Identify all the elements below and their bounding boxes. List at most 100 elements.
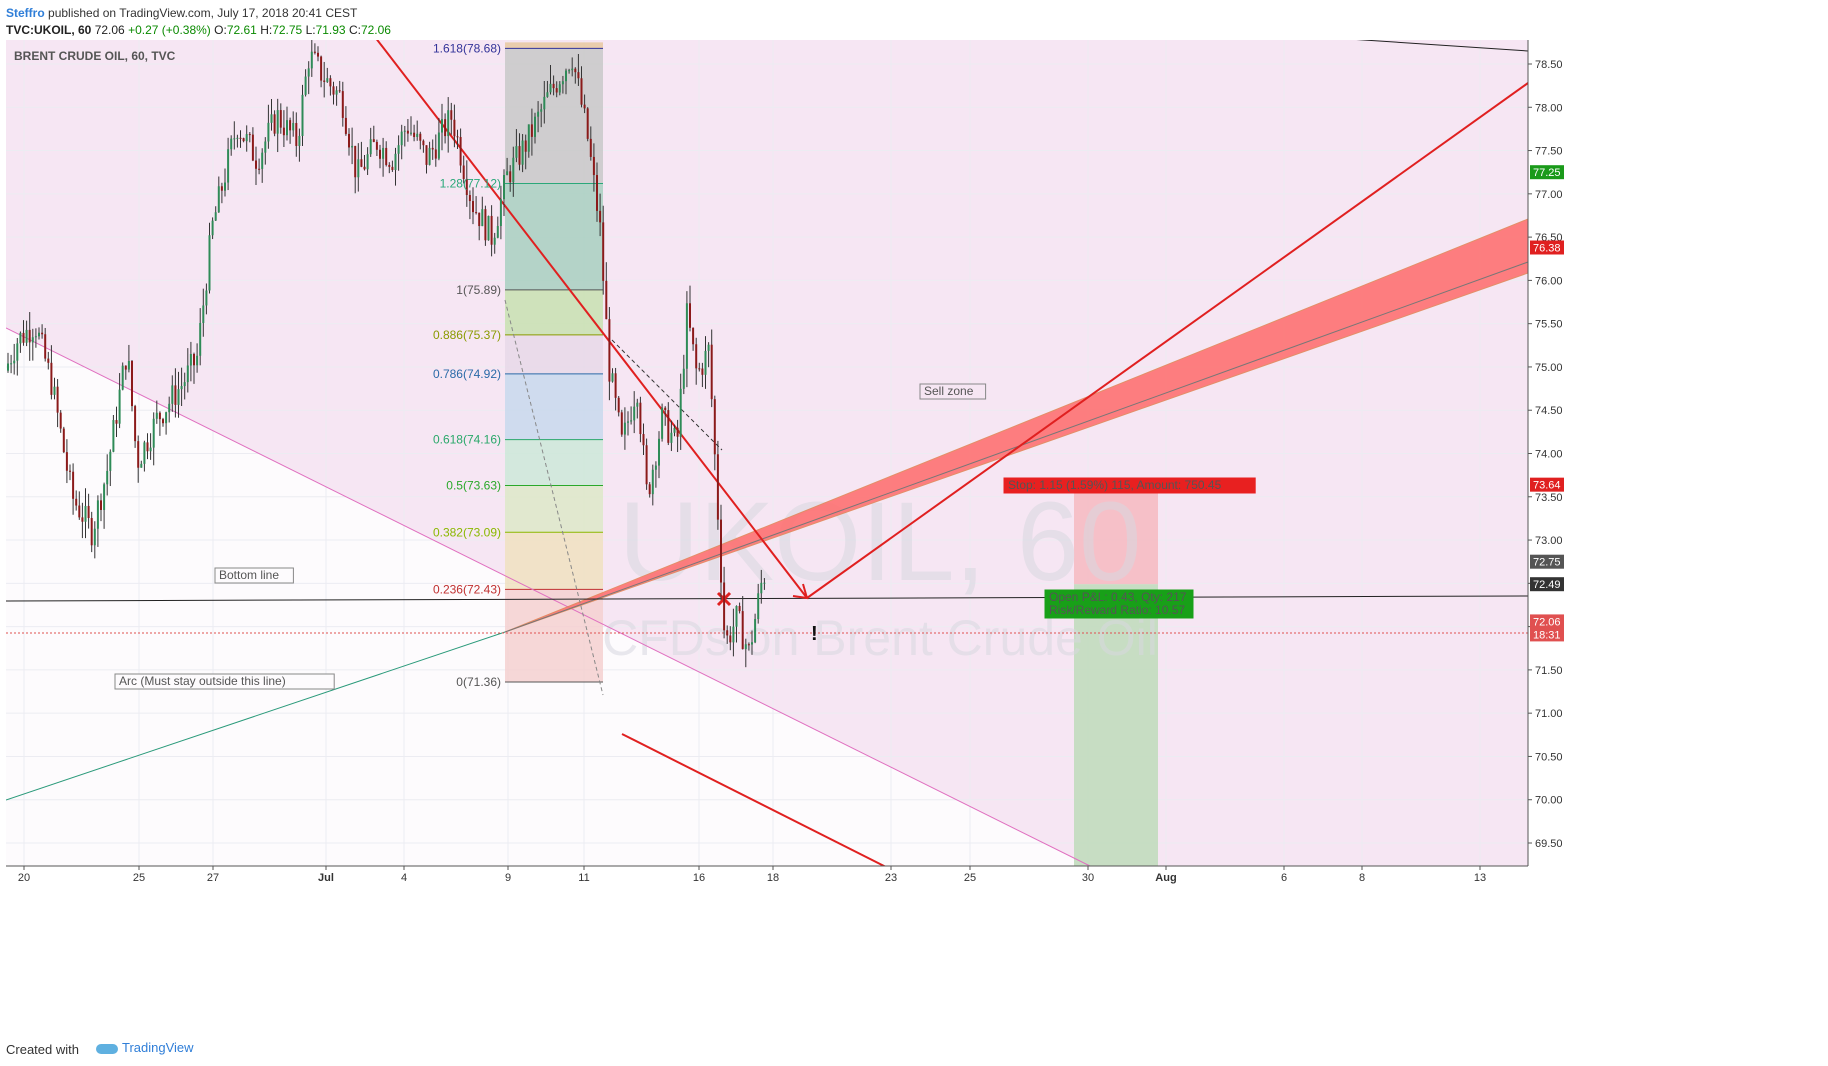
- high-label: H:: [260, 23, 273, 37]
- price-chart[interactable]: UKOIL, 60 CFDs on Brent Crude Oil 1.618(…: [0, 40, 1828, 1026]
- candle-body: [428, 147, 431, 165]
- candle-body: [732, 626, 735, 643]
- candle-body: [214, 212, 217, 221]
- candle-body: [158, 412, 161, 420]
- candle-body: [720, 519, 722, 583]
- sell-zone-label-text: Sell zone: [924, 384, 974, 398]
- candle-body: [279, 110, 282, 128]
- price-tick-label: 70.50: [1535, 751, 1563, 763]
- candle-body: [534, 116, 536, 137]
- pnl-info-box: [1044, 589, 1194, 619]
- candle-body: [354, 145, 357, 178]
- price-badge-box: [1530, 240, 1564, 255]
- price-change: +0.27 (+0.38%): [128, 23, 211, 37]
- candle-body: [760, 582, 763, 594]
- price-tick-label: 78.50: [1535, 59, 1563, 71]
- lower-trend-line: [621, 733, 889, 869]
- candle-body: [236, 137, 239, 139]
- candle-body: [561, 81, 564, 85]
- candle-body: [391, 166, 394, 171]
- fib-level-label: 0.5(73.63): [446, 479, 501, 493]
- candle-body: [251, 134, 254, 161]
- candle-body: [394, 153, 397, 171]
- candle-body: [648, 484, 651, 495]
- horizontal-support-line: [6, 595, 1529, 602]
- tradingview-brand: TradingView: [122, 1040, 194, 1055]
- candle-body: [357, 159, 360, 178]
- candle-body: [329, 78, 332, 87]
- candle-body: [264, 141, 267, 153]
- candle-body: [13, 360, 16, 364]
- candle-body: [118, 389, 121, 424]
- candle-body: [155, 412, 158, 419]
- candle-body: [19, 332, 22, 344]
- candle-body: [242, 138, 245, 142]
- chart-area[interactable]: UKOIL, 60 CFDs on Brent Crude Oil 1.618(…: [0, 40, 1828, 1031]
- candle-body: [568, 70, 571, 72]
- price-tick-label: 70.00: [1535, 795, 1563, 807]
- candle-body: [320, 56, 323, 81]
- candle-body: [276, 110, 279, 134]
- candle-body: [444, 119, 447, 137]
- candle-body: [137, 441, 140, 468]
- candle-body: [233, 138, 236, 140]
- candle-body: [323, 80, 326, 82]
- footer: Created with TradingView: [0, 1026, 1828, 1066]
- arc-line: [6, 631, 506, 801]
- candle-body: [475, 212, 478, 214]
- candle-body: [611, 373, 614, 382]
- price-badge-label: 76.38: [1533, 242, 1561, 254]
- candle-body: [22, 332, 25, 343]
- price-badge-label: 72.06: [1533, 616, 1561, 628]
- candle-body: [617, 397, 620, 413]
- candle-body: [127, 360, 130, 370]
- low-value: 71.93: [315, 23, 346, 37]
- candle-body: [592, 156, 595, 176]
- candle-body: [484, 209, 487, 241]
- candle-body: [335, 90, 338, 95]
- candle-body: [326, 78, 329, 82]
- time-tick-label: Aug: [1155, 872, 1176, 884]
- price-tick-label: 69.50: [1535, 838, 1563, 850]
- candle-body: [425, 145, 428, 165]
- candle-body: [189, 354, 192, 366]
- candle-body: [112, 420, 115, 452]
- candle-body: [716, 454, 719, 520]
- candle-body: [468, 195, 471, 202]
- candle-body: [366, 154, 369, 170]
- candle-body: [735, 605, 738, 627]
- candle-body: [47, 358, 50, 363]
- author-link[interactable]: Steffro: [6, 6, 45, 20]
- price-badge: 72.75: [1530, 554, 1564, 569]
- candle-body: [87, 505, 90, 519]
- candle-body: [689, 303, 691, 328]
- upper-resistance-line: [1356, 40, 1529, 52]
- time-tick-label: 25: [133, 872, 145, 884]
- price-badge: 18:31: [1530, 627, 1564, 642]
- candle-body: [602, 222, 605, 281]
- tradingview-logo[interactable]: TradingView: [96, 1040, 194, 1055]
- candle-body: [143, 442, 146, 464]
- candle-body: [78, 505, 81, 518]
- price-tick-label: 75.50: [1535, 319, 1563, 331]
- candle-body: [589, 138, 592, 157]
- candle-body: [273, 114, 276, 134]
- candle-body: [521, 140, 524, 165]
- candle-body: [472, 201, 474, 213]
- bottom-line-label-text: Bottom line: [219, 568, 279, 582]
- candle-body: [633, 406, 636, 421]
- candle-body: [437, 132, 440, 159]
- candle-body: [44, 334, 47, 359]
- candle-body: [627, 421, 629, 423]
- open-label: O:: [214, 23, 227, 37]
- price-axis-background: [1528, 40, 1828, 1026]
- time-tick-label: 9: [505, 872, 511, 884]
- candle-body: [56, 386, 59, 413]
- candle-body: [65, 452, 68, 471]
- candle-body: [459, 137, 462, 166]
- candle-body: [375, 141, 378, 150]
- time-tick-label: 4: [401, 872, 407, 884]
- candle-body: [453, 119, 456, 137]
- candle-body: [351, 145, 354, 148]
- fib-band: [505, 48, 603, 184]
